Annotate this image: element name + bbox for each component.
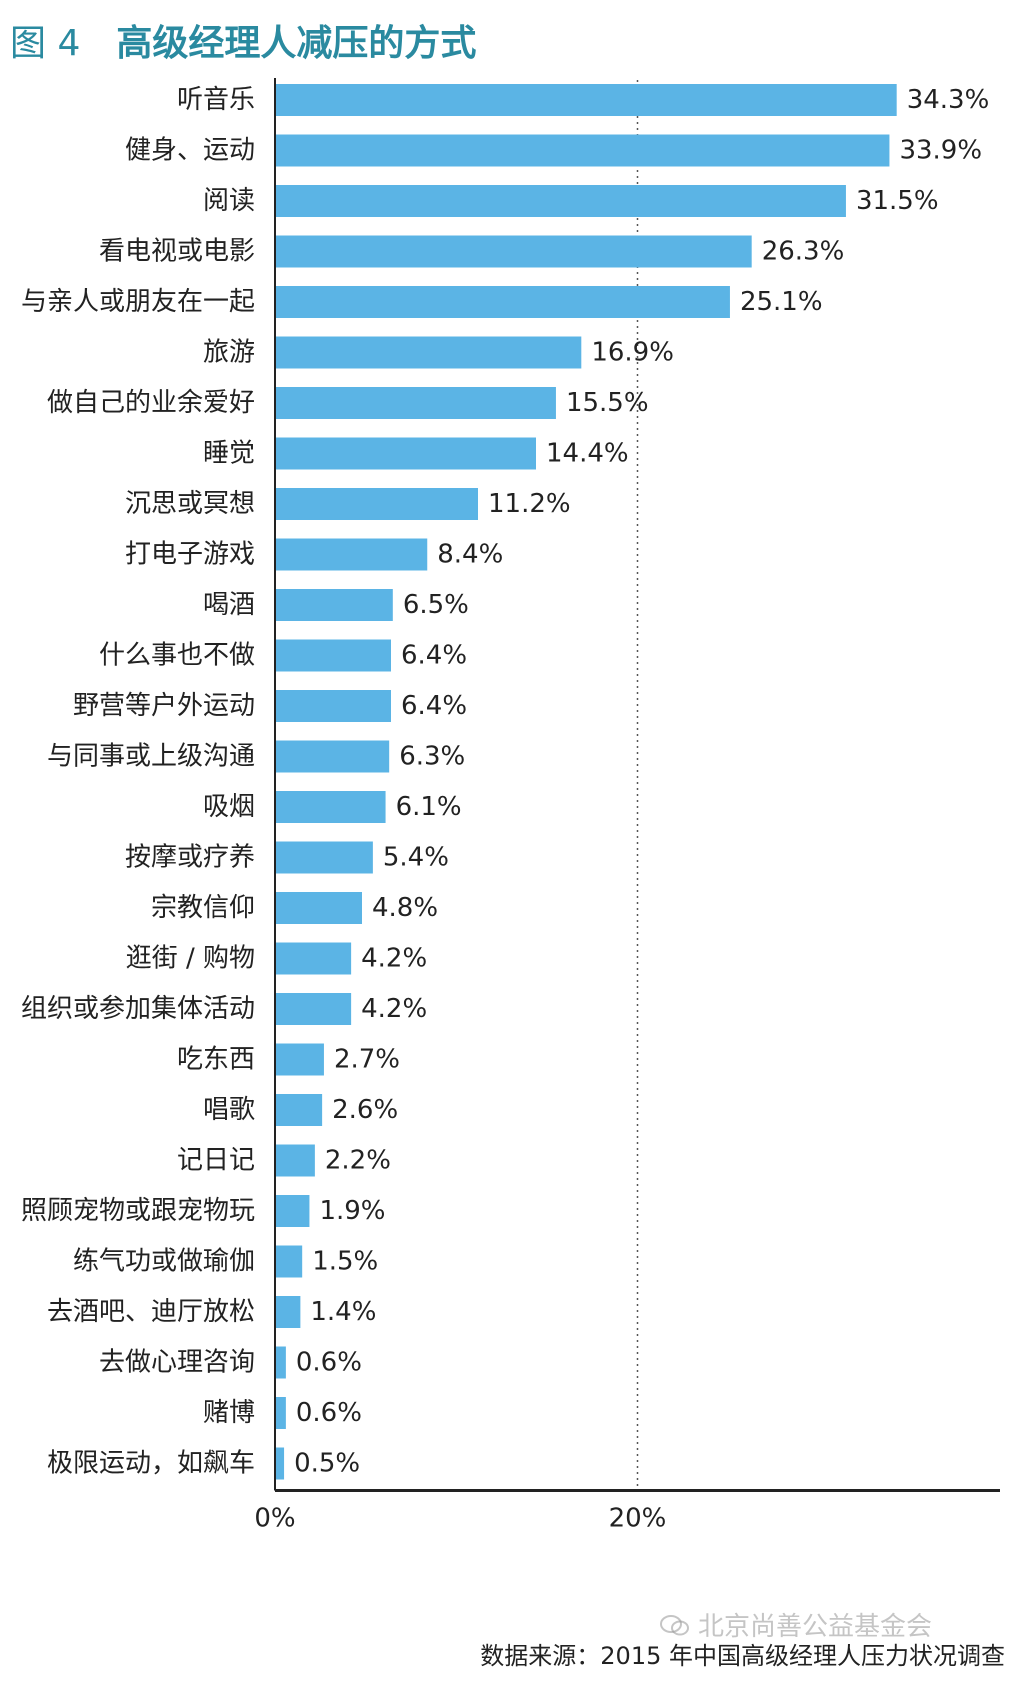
bar xyxy=(275,1245,303,1278)
bar xyxy=(275,387,556,419)
category-label: 阅读 xyxy=(203,186,255,216)
bar xyxy=(275,892,362,924)
value-label: 6.3% xyxy=(399,742,465,772)
bar xyxy=(275,488,478,520)
bar xyxy=(275,286,730,318)
category-label: 什么事也不做 xyxy=(99,641,255,671)
value-label: 14.4% xyxy=(546,439,629,469)
value-label: 1.4% xyxy=(310,1297,376,1327)
value-label: 34.3% xyxy=(907,85,990,115)
category-label: 与亲人或朋友在一起 xyxy=(21,287,255,317)
wechat-icon xyxy=(660,1614,689,1635)
bar xyxy=(275,993,352,1025)
value-label: 0.5% xyxy=(294,1449,360,1479)
value-label: 33.9% xyxy=(899,136,982,166)
bar xyxy=(275,1447,285,1480)
category-label: 逛街 / 购物 xyxy=(126,944,255,974)
figure-number: 图 4 xyxy=(10,23,81,64)
bar xyxy=(275,185,846,217)
bar xyxy=(275,134,890,167)
chart-title-row: 图 4 高级经理人减压的方式 xyxy=(10,16,476,64)
category-label: 唱歌 xyxy=(203,1095,255,1125)
value-label: 6.5% xyxy=(403,590,469,620)
category-label: 去酒吧、迪厅放松 xyxy=(47,1297,255,1327)
category-label: 按摩或疗养 xyxy=(125,843,255,873)
category-label: 练气功或做瑜伽 xyxy=(73,1247,255,1277)
bar xyxy=(275,740,390,773)
bar xyxy=(275,437,536,470)
category-label: 旅游 xyxy=(203,338,255,368)
category-label: 赌博 xyxy=(203,1398,255,1428)
bar xyxy=(275,84,897,116)
value-label: 15.5% xyxy=(566,388,649,418)
bar xyxy=(275,690,391,722)
bar xyxy=(275,639,391,672)
category-label: 宗教信仰 xyxy=(151,893,255,923)
value-label: 6.4% xyxy=(401,691,467,721)
value-label: 1.9% xyxy=(319,1196,385,1226)
watermark-text: 北京尚善公益基金会 xyxy=(698,1612,933,1642)
value-label: 2.2% xyxy=(325,1146,391,1176)
value-label: 2.7% xyxy=(334,1045,400,1075)
bar xyxy=(275,1296,301,1328)
bar xyxy=(275,942,352,975)
value-label: 2.6% xyxy=(332,1095,398,1125)
value-label: 26.3% xyxy=(762,237,845,267)
value-label: 1.5% xyxy=(312,1247,378,1277)
category-label: 听音乐 xyxy=(177,85,255,115)
category-label: 健身、运动 xyxy=(125,136,255,166)
bar xyxy=(275,1195,310,1227)
value-label: 4.2% xyxy=(361,994,427,1024)
category-label: 记日记 xyxy=(177,1146,255,1176)
bar xyxy=(275,1346,286,1379)
category-label: 睡觉 xyxy=(203,439,255,469)
value-label: 0.6% xyxy=(296,1348,362,1378)
chart-title: 高级经理人减压的方式 xyxy=(116,23,477,64)
category-label: 组织或参加集体活动 xyxy=(21,994,255,1024)
category-label: 吸烟 xyxy=(203,792,255,822)
bar xyxy=(275,841,373,874)
bar xyxy=(275,1397,286,1429)
value-label: 25.1% xyxy=(740,287,823,317)
value-label: 0.6% xyxy=(296,1398,362,1428)
x-tick-label: 0% xyxy=(254,1504,295,1534)
value-label: 16.9% xyxy=(591,338,674,368)
x-tick-label: 20% xyxy=(609,1504,667,1534)
value-label: 8.4% xyxy=(437,540,503,570)
category-label: 野营等户外运动 xyxy=(73,691,255,721)
category-label: 极限运动，如飙车 xyxy=(47,1449,255,1479)
watermark: 北京尚善公益基金会 xyxy=(660,1606,932,1643)
category-label: 去做心理咨询 xyxy=(99,1348,255,1378)
category-label: 做自己的业余爱好 xyxy=(47,388,255,418)
bar xyxy=(275,235,752,268)
category-label: 吃东西 xyxy=(177,1045,255,1075)
value-label: 4.8% xyxy=(372,893,438,923)
category-label: 喝酒 xyxy=(203,590,255,620)
bar xyxy=(275,1144,315,1177)
category-label: 看电视或电影 xyxy=(99,237,255,267)
bar xyxy=(275,336,582,369)
category-label: 与同事或上级沟通 xyxy=(47,742,255,772)
value-label: 5.4% xyxy=(383,843,449,873)
value-label: 6.4% xyxy=(401,641,467,671)
value-label: 11.2% xyxy=(488,489,571,519)
category-label: 打电子游戏 xyxy=(125,540,255,570)
bar xyxy=(275,538,428,571)
category-label: 照顾宠物或跟宠物玩 xyxy=(21,1196,255,1226)
category-label: 沉思或冥想 xyxy=(125,489,255,519)
value-label: 31.5% xyxy=(856,186,939,216)
bar xyxy=(275,791,386,823)
bar xyxy=(275,1094,323,1126)
bar xyxy=(275,589,393,621)
source-note: 数据来源：2015 年中国高级经理人压力状况调查 xyxy=(480,1642,1005,1670)
value-label: 6.1% xyxy=(396,792,462,822)
value-label: 4.2% xyxy=(361,944,427,974)
bar xyxy=(275,1043,324,1076)
